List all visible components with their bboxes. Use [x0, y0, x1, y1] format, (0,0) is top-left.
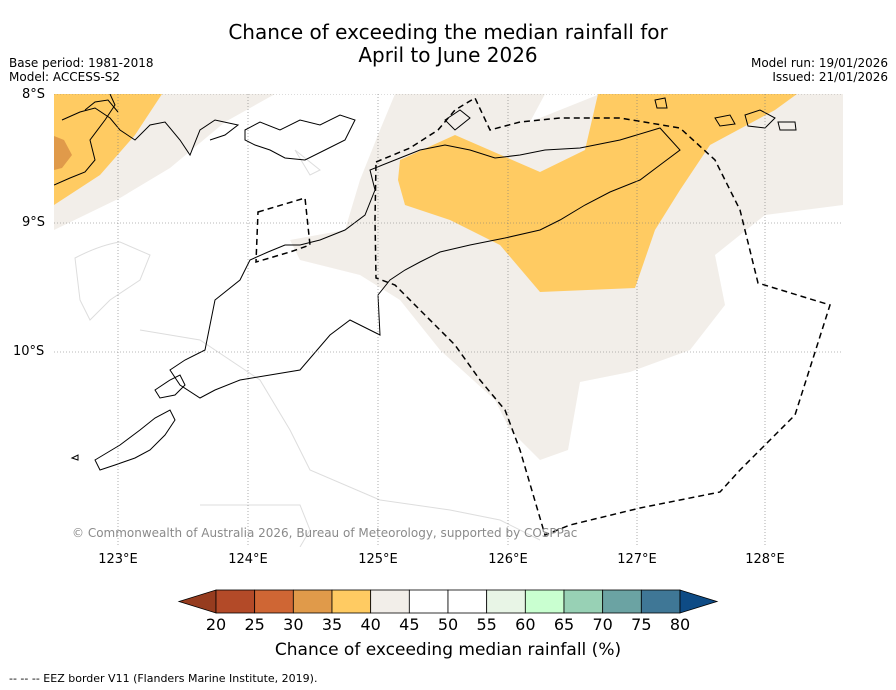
colorbar-segment	[331, 589, 372, 614]
map-title-line2: April to June 2026	[358, 43, 538, 67]
colorbar-tick-label: 75	[631, 615, 652, 634]
colorbar-tick-label: 40	[360, 615, 381, 634]
lat-label-8s: 8°S	[22, 87, 46, 102]
lon-label-125e: 125°E	[358, 552, 398, 567]
colorbar-tick-label: 45	[399, 615, 420, 634]
low-probability-spot	[54, 136, 72, 170]
lon-label-128e: 128°E	[745, 552, 785, 567]
colorbar-segment	[524, 589, 565, 614]
model-run: Model run: 19/01/2026	[750, 56, 888, 70]
colorbar-segment	[408, 589, 449, 614]
base-period: Base period: 1981-2018	[9, 56, 154, 70]
colorbar-tick-label: 30	[283, 615, 304, 634]
colorbar-tick-label: 65	[553, 615, 575, 634]
lat-label-9s: 9°S	[22, 215, 46, 230]
colorbar-segment	[563, 589, 604, 614]
colorbar-segment	[254, 589, 294, 614]
colorbar-tick-label: 60	[515, 615, 536, 634]
colorbar-segment	[640, 589, 681, 614]
colorbar-tick-label: 20	[205, 615, 227, 634]
colorbar-segment	[602, 589, 642, 614]
neutral-probability-region	[54, 94, 275, 230]
copyright-notice: © Commonwealth of Australia 2026, Bureau…	[72, 526, 578, 540]
lon-label-123e: 123°E	[98, 552, 138, 567]
eez-border	[255, 197, 311, 264]
map-title-line1: Chance of exceeding the median rainfall …	[228, 20, 668, 44]
colorbar-tick-label: 50	[437, 615, 459, 634]
coastline	[54, 94, 797, 471]
colorbar-segment	[215, 589, 256, 614]
colorbar-segment	[370, 589, 410, 614]
colorbar-high-extension	[679, 589, 719, 614]
colorbar-tick-label: 70	[592, 615, 613, 634]
lon-label-124e: 124°E	[228, 552, 268, 567]
below-median-region	[54, 94, 162, 205]
lon-label-126e: 126°E	[488, 552, 528, 567]
colorbar-title: Chance of exceeding median rainfall (%)	[274, 640, 622, 660]
colorbar-tick-label: 55	[476, 615, 497, 634]
eez-legend-note: -- -- -- EEZ border V11 (Flanders Marine…	[9, 672, 318, 685]
graticule	[54, 94, 843, 547]
faint-contours	[74, 149, 541, 547]
colorbar-tick-label: 25	[244, 615, 265, 634]
lon-label-127e: 127°E	[617, 552, 657, 567]
colorbar-segment	[447, 589, 488, 614]
colorbar-segment	[292, 589, 333, 614]
colorbar-low-extension	[177, 589, 217, 614]
colorbar-tick-label: 35	[321, 615, 343, 634]
lat-label-10s: 10°S	[13, 344, 45, 359]
colorbar-segment	[486, 589, 526, 614]
colorbar-tick-label: 80	[669, 615, 691, 634]
issued-date: Issued: 21/01/2026	[772, 70, 888, 84]
eez-border	[374, 96, 831, 537]
model-name: Model: ACCESS-S2	[9, 70, 121, 84]
